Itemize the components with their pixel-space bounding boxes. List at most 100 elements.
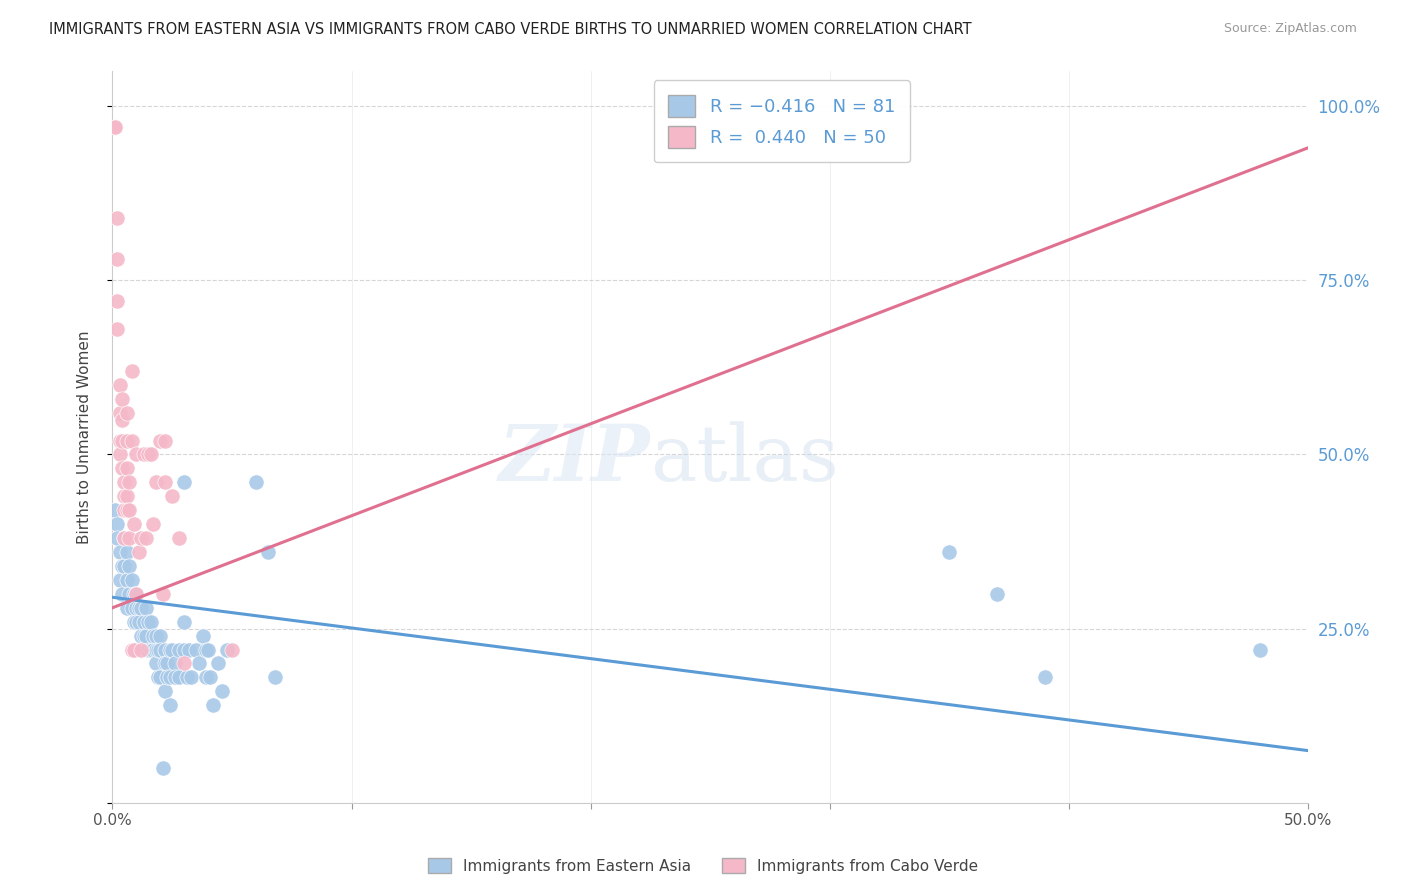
Point (257, 545, 280, 559)
Point (115, 434, 138, 448)
Point (115, 461, 138, 475)
Point (114, 475, 135, 490)
Point (122, 587, 145, 601)
Point (105, 294, 128, 309)
Point (108, 434, 131, 448)
Point (114, 531, 135, 545)
Point (145, 642, 167, 657)
Point (173, 615, 195, 629)
Point (162, 489, 183, 503)
Point (177, 642, 200, 657)
Point (986, 587, 1008, 601)
Point (159, 642, 181, 657)
Point (146, 670, 169, 684)
Point (193, 629, 215, 643)
Point (163, 657, 186, 671)
Point (111, 434, 134, 448)
Point (194, 642, 217, 657)
Point (217, 642, 239, 657)
Point (105, 531, 128, 545)
Point (169, 531, 191, 545)
Point (135, 531, 157, 545)
Point (138, 615, 160, 629)
Point (153, 642, 176, 657)
Point (122, 642, 145, 657)
Point (169, 642, 191, 657)
Point (221, 642, 243, 657)
Point (121, 642, 143, 657)
Point (121, 434, 143, 448)
Point (104, 120, 127, 134)
Point (128, 545, 150, 559)
Point (138, 642, 160, 657)
Point (104, 503, 127, 517)
Point (152, 587, 174, 601)
Y-axis label: Births to Unmarried Women: Births to Unmarried Women (77, 330, 91, 544)
Point (125, 448, 148, 462)
Point (132, 448, 155, 462)
Point (152, 761, 174, 775)
Point (145, 629, 167, 643)
Point (115, 406, 138, 420)
Point (173, 657, 195, 671)
Point (129, 629, 152, 643)
Point (122, 615, 145, 629)
Point (105, 252, 128, 267)
Point (105, 517, 128, 532)
Point (111, 461, 134, 475)
Point (156, 657, 179, 671)
Point (156, 670, 179, 684)
Point (118, 531, 141, 545)
Point (108, 406, 131, 420)
Point (111, 412, 134, 426)
Point (115, 573, 138, 587)
Point (173, 642, 195, 657)
Point (153, 475, 176, 490)
Legend: R = −0.416   N = 81, R =  0.440   N = 50: R = −0.416 N = 81, R = 0.440 N = 50 (654, 80, 910, 162)
Point (115, 600, 138, 615)
Point (129, 600, 152, 615)
Legend: Immigrants from Eastern Asia, Immigrants from Cabo Verde: Immigrants from Eastern Asia, Immigrants… (422, 852, 984, 880)
Point (125, 587, 148, 601)
Point (111, 558, 134, 573)
Point (145, 657, 167, 671)
Point (211, 684, 233, 698)
Point (114, 558, 135, 573)
Point (125, 600, 148, 615)
Text: ZIP: ZIP (499, 421, 651, 497)
Point (111, 587, 134, 601)
Point (108, 545, 131, 559)
Point (111, 392, 134, 406)
Point (149, 670, 172, 684)
Point (115, 503, 138, 517)
Point (153, 684, 176, 698)
Point (163, 670, 186, 684)
Point (135, 629, 157, 643)
Point (149, 642, 172, 657)
Point (201, 698, 224, 713)
Point (159, 670, 181, 684)
Point (142, 517, 165, 532)
Point (938, 545, 960, 559)
Point (153, 657, 176, 671)
Text: Source: ZipAtlas.com: Source: ZipAtlas.com (1223, 22, 1357, 36)
Text: IMMIGRANTS FROM EASTERN ASIA VS IMMIGRANTS FROM CABO VERDE BIRTHS TO UNMARRIED W: IMMIGRANTS FROM EASTERN ASIA VS IMMIGRAN… (49, 22, 972, 37)
Point (138, 448, 160, 462)
Point (1249, 642, 1271, 657)
Point (149, 629, 172, 643)
Point (139, 448, 162, 462)
Point (105, 322, 128, 336)
Point (139, 642, 162, 657)
Point (180, 670, 202, 684)
Point (115, 545, 138, 559)
Point (118, 475, 141, 490)
Point (121, 600, 143, 615)
Point (114, 489, 135, 503)
Point (245, 475, 267, 490)
Point (142, 629, 165, 643)
Point (200, 670, 222, 684)
Point (153, 434, 176, 448)
Point (142, 642, 165, 657)
Point (173, 475, 195, 490)
Point (176, 670, 198, 684)
